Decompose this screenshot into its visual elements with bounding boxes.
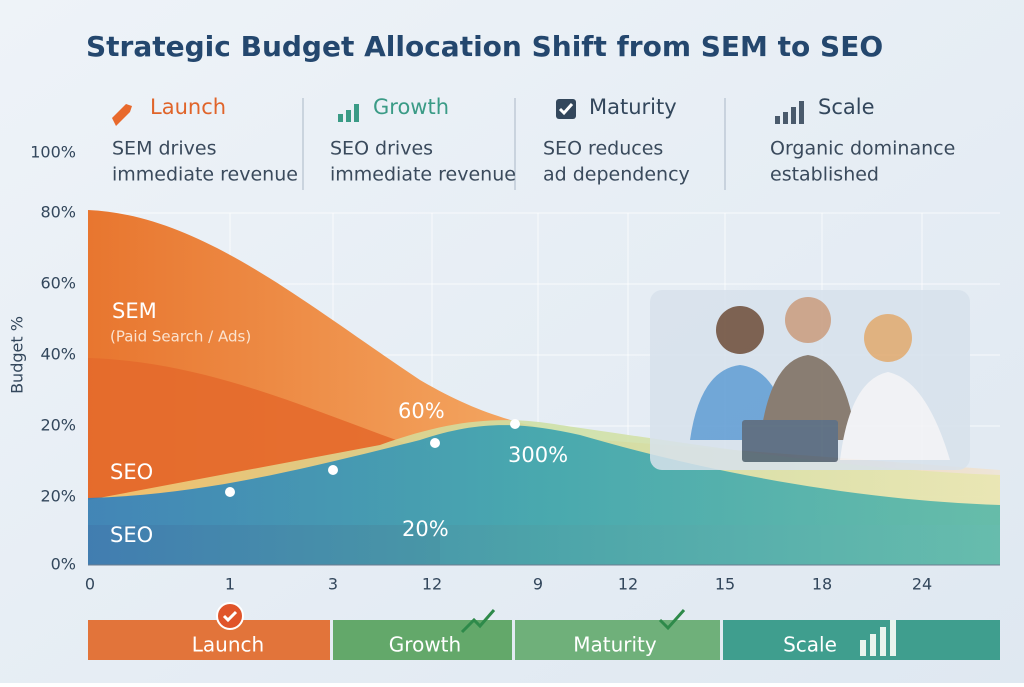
maturity-check bbox=[658, 609, 686, 631]
growth-icon bbox=[338, 104, 359, 122]
annotation: SEO bbox=[110, 460, 153, 484]
timeline-segment bbox=[515, 620, 720, 660]
check-mark bbox=[558, 103, 574, 116]
y-axis-title: Budget % bbox=[8, 316, 27, 394]
person bbox=[840, 372, 950, 460]
annotation: SEO bbox=[110, 523, 153, 547]
timeline: Launch Growth Maturity Scale bbox=[88, 602, 1000, 660]
timeline-segment bbox=[88, 620, 330, 660]
phase-label: Launch bbox=[150, 95, 226, 119]
rocket-icon bbox=[112, 104, 132, 126]
phase-header: Launch SEM drives immediate revenue Grow… bbox=[112, 95, 955, 190]
phase-description: established bbox=[770, 164, 879, 186]
phase-description: SEO drives bbox=[330, 138, 433, 160]
person bbox=[785, 297, 831, 343]
timeline-label: Scale bbox=[783, 633, 837, 657]
point bbox=[328, 465, 338, 475]
annotation: (Paid Search / Ads) bbox=[110, 328, 251, 346]
annotation: 60% bbox=[398, 399, 445, 423]
phase-label: Scale bbox=[818, 95, 875, 119]
annotation: 300% bbox=[508, 443, 568, 467]
person bbox=[760, 355, 856, 440]
scale-icon bbox=[775, 101, 804, 124]
y-tick-label: 80% bbox=[40, 203, 76, 222]
phase-description: ad dependency bbox=[543, 164, 690, 186]
y-tick-label: 20% bbox=[40, 416, 76, 435]
x-tick-label: 9 bbox=[533, 575, 543, 594]
phase-label: Maturity bbox=[589, 95, 677, 119]
x-tick-label: 24 bbox=[912, 575, 932, 594]
scale-bars bbox=[860, 620, 896, 656]
title: Strategic Budget Allocation Shift from S… bbox=[86, 30, 883, 63]
point bbox=[430, 438, 440, 448]
x-tick-label: 1 bbox=[225, 575, 235, 594]
timeline-label: Maturity bbox=[573, 633, 657, 657]
laptop bbox=[742, 420, 838, 462]
x-axis-labels: 0 1 3 12 9 12 15 18 24 bbox=[85, 575, 932, 594]
person bbox=[716, 306, 764, 354]
phase-description: SEM drives bbox=[112, 138, 216, 160]
y-axis-labels: 100% 80% 60% 40% 20% 20% 0% bbox=[30, 143, 76, 574]
phase-description: SEO reduces bbox=[543, 138, 663, 160]
timeline-label: Growth bbox=[389, 633, 461, 657]
annotation: 20% bbox=[402, 517, 449, 541]
seo-area bbox=[88, 425, 1000, 565]
y-tick-label: 20% bbox=[40, 487, 76, 506]
timeline-label: Launch bbox=[192, 633, 264, 657]
x-tick-label: 15 bbox=[715, 575, 735, 594]
points bbox=[225, 419, 520, 497]
x-tick-label: 3 bbox=[328, 575, 338, 594]
phase-label: Growth bbox=[373, 95, 449, 119]
phase-description: Organic dominance bbox=[770, 138, 955, 160]
y-tick-label: 60% bbox=[40, 274, 76, 293]
badge-check bbox=[222, 610, 238, 623]
phase-description: immediate revenue bbox=[112, 164, 298, 186]
point bbox=[510, 419, 520, 429]
annotation: SEM bbox=[112, 299, 157, 323]
x-tick-label: 12 bbox=[618, 575, 638, 594]
people-photo bbox=[650, 290, 970, 470]
person bbox=[864, 314, 912, 362]
x-tick-label: 12 bbox=[422, 575, 442, 594]
point bbox=[225, 487, 235, 497]
y-tick-label: 40% bbox=[40, 345, 76, 364]
timeline-segment bbox=[333, 620, 512, 660]
x-tick-label: 0 bbox=[85, 575, 95, 594]
phase-description: immediate revenue bbox=[330, 164, 516, 186]
y-tick-label: 0% bbox=[51, 555, 76, 574]
growth-arrow bbox=[460, 609, 496, 634]
x-tick-label: 18 bbox=[812, 575, 832, 594]
y-tick-label: 100% bbox=[30, 143, 76, 162]
